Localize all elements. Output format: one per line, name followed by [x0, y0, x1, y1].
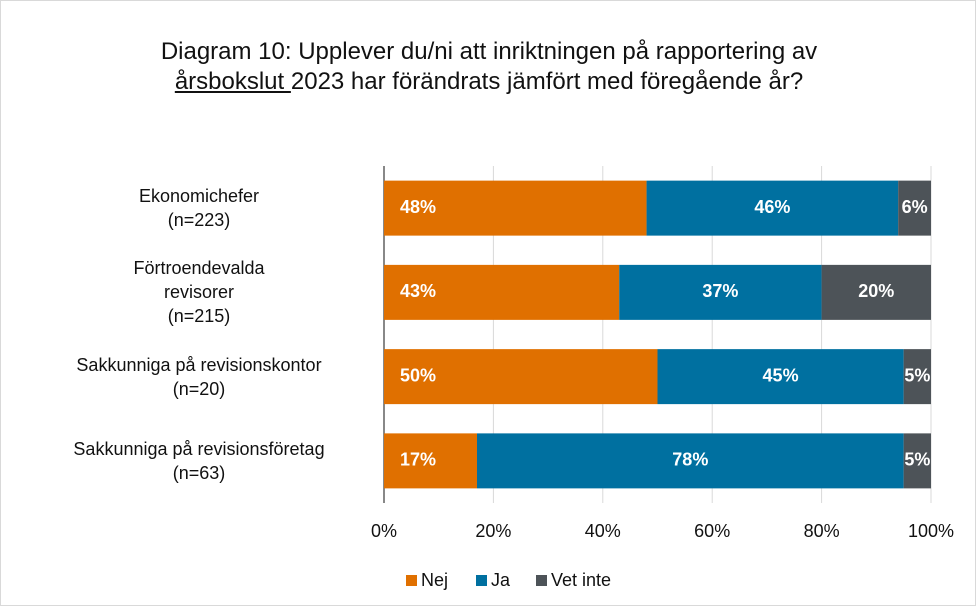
- data-label: 20%: [858, 281, 894, 301]
- y-tick-label: Förtroendevalda revisorer (n=215): [133, 258, 265, 327]
- data-label: 78%: [672, 450, 708, 470]
- bar-segment: [898, 180, 931, 236]
- x-tick-label: 20%: [475, 521, 511, 541]
- data-label: 6%: [902, 197, 928, 217]
- y-tick-label: Sakkunniga på revisionsföretag (n=63): [73, 438, 325, 483]
- y-tick-label: Ekonomichefer (n=223): [138, 186, 260, 231]
- title-part: Diagram 10: Upplever du/ni att inriktnin…: [160, 38, 818, 65]
- data-label: 46%: [754, 197, 790, 217]
- legend-label: Vet inte: [551, 570, 611, 590]
- data-label: 5%: [904, 365, 930, 385]
- bar-segment: [384, 433, 477, 489]
- legend-swatch: [536, 575, 547, 586]
- data-label: 45%: [763, 365, 799, 385]
- bar-segment: [903, 349, 931, 405]
- legend-label: Nej: [421, 570, 448, 590]
- data-label: 37%: [702, 281, 738, 301]
- legend-label: Ja: [491, 570, 511, 590]
- bar-segment: [384, 180, 647, 236]
- y-tick-label: Sakkunniga på revisionskontor (n=20): [76, 354, 322, 399]
- legend-swatch: [406, 575, 417, 586]
- bar-segment: [384, 349, 658, 405]
- bar-segment: [903, 433, 931, 489]
- bar-segment: [821, 264, 931, 320]
- data-label: 43%: [400, 281, 436, 301]
- x-tick-label: 40%: [585, 521, 621, 541]
- bar-segment: [657, 349, 904, 405]
- title-part: 2023 har förändrats jämfört med föregåen…: [290, 68, 804, 95]
- x-tick-label: 80%: [804, 521, 840, 541]
- legend-swatch: [476, 575, 487, 586]
- data-label: 48%: [400, 197, 436, 217]
- data-label: 5%: [904, 450, 930, 470]
- bar-segment: [384, 264, 620, 320]
- data-label: 50%: [400, 365, 436, 385]
- bar-segment: [476, 433, 904, 489]
- bar-segment: [619, 264, 822, 320]
- data-label: 17%: [400, 450, 436, 470]
- x-tick-label: 100%: [908, 521, 954, 541]
- x-tick-label: 60%: [694, 521, 730, 541]
- bar-segment: [646, 180, 899, 236]
- x-tick-label: 0%: [371, 521, 397, 541]
- chart-title: Diagram 10: Upplever du/ni att inriktnin…: [111, 37, 867, 97]
- title-part-underlined: årsbokslut: [174, 68, 291, 95]
